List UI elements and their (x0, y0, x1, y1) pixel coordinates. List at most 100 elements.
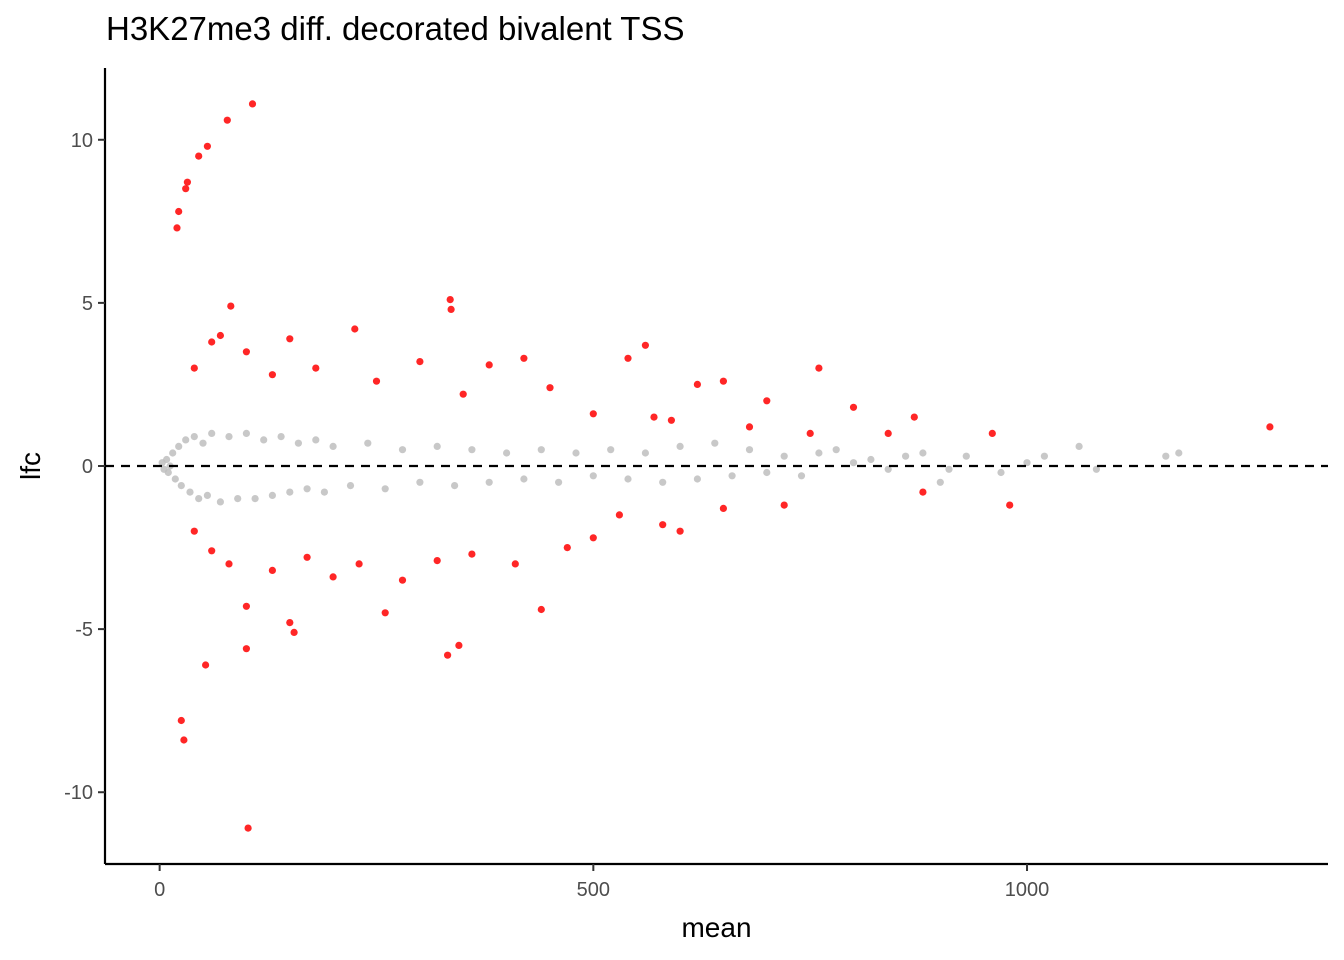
nonsignificant-point-17 (225, 433, 233, 441)
nonsignificant-point-25 (294, 439, 302, 447)
significant-point-70 (615, 511, 624, 519)
y-tick-label: 5 (82, 293, 93, 315)
nonsignificant-point-62 (902, 452, 910, 460)
significant-point-31 (312, 364, 320, 372)
nonsignificant-point-33 (398, 446, 407, 454)
nonsignificant-point-58 (832, 446, 840, 454)
nonsignificant-point-41 (537, 446, 545, 454)
significant-point-33 (459, 390, 467, 398)
y-tick-label: 10 (71, 130, 93, 152)
significant-point-37 (650, 413, 658, 421)
significant-point-65 (355, 560, 363, 568)
significant-point-24 (849, 403, 858, 411)
significant-point-11 (641, 341, 650, 349)
significant-point-42 (180, 736, 188, 744)
significant-point-16 (286, 335, 294, 343)
nonsignificant-point-23 (277, 433, 285, 441)
significant-point-15 (988, 429, 996, 437)
nonsignificant-point-7 (175, 442, 183, 450)
significant-point-21 (693, 380, 702, 388)
significant-point-41 (177, 716, 185, 725)
nonsignificant-point-42 (555, 478, 563, 486)
nonsignificant-point-22 (268, 491, 276, 499)
significant-point-9 (446, 296, 454, 304)
significant-point-50 (537, 605, 545, 614)
significant-point-68 (468, 550, 476, 558)
nonsignificant-point-14 (203, 491, 211, 499)
significant-point-12 (815, 364, 823, 372)
nonsignificant-point-6 (171, 475, 179, 483)
x-axis-ticks: 0 500 1000 (154, 864, 1049, 901)
nonsignificant-point-39 (503, 449, 511, 457)
nonsignificant-point-11 (190, 433, 198, 441)
significant-point-44 (242, 645, 250, 653)
nonsignificant-point-40 (520, 475, 528, 483)
significant-point-0 (173, 224, 181, 232)
significant-point-72 (719, 504, 728, 512)
nonsignificant-point-8 (177, 482, 185, 490)
nonsignificant-point-72 (1162, 452, 1170, 460)
nonsignificant-point-35 (433, 442, 441, 450)
significant-point-18 (416, 358, 424, 366)
significant-point-6 (223, 116, 231, 124)
nonsignificant-point-51 (711, 439, 719, 447)
nonsignificant-point-5 (169, 449, 177, 457)
nonsignificant-point-30 (346, 482, 355, 490)
significant-point-17 (351, 325, 359, 333)
x-tick-label: 0 (154, 879, 165, 901)
significant-point-59 (208, 547, 216, 555)
nonsignificant-point-73 (1175, 449, 1183, 457)
nonsignificant-point-37 (468, 446, 476, 454)
nonsignificant-point-43 (572, 449, 580, 457)
x-axis-title: mean (681, 912, 751, 943)
significant-point-52 (511, 560, 519, 568)
significant-point-51 (381, 609, 389, 617)
nonsignificant-point-67 (997, 468, 1005, 477)
nonsignificant-point-31 (364, 439, 372, 447)
significant-point-40 (806, 429, 814, 437)
significant-point-29 (242, 348, 250, 356)
significant-point-3 (183, 178, 191, 186)
nonsignificant-point-15 (208, 429, 216, 437)
significant-point-58 (190, 527, 198, 535)
nonsignificant-point-66 (962, 452, 970, 460)
nonsignificant-point-47 (641, 449, 650, 457)
nonsignificant-point-18 (234, 495, 242, 503)
nonsignificant-point-24 (286, 488, 294, 496)
x-tick-label: 500 (577, 879, 610, 901)
nonsignificant-point-34 (416, 478, 424, 486)
nonsignificant-point-52 (728, 472, 736, 480)
significant-point-35 (546, 384, 554, 392)
significant-point-14 (910, 413, 918, 421)
significant-point-7 (248, 100, 257, 108)
nonsignificant-point-54 (763, 468, 771, 477)
nonsignificant-point-59 (849, 459, 858, 467)
significant-point-39 (745, 423, 754, 431)
nonsignificant-point-68 (1023, 459, 1031, 467)
significant-point-8 (227, 302, 235, 310)
nonsignificant-point-19 (242, 429, 250, 437)
nonsignificant-point-60 (867, 455, 875, 464)
nonsignificant-point-63 (919, 449, 927, 457)
nonsignificant-point-9 (182, 436, 190, 444)
significant-point-28 (216, 331, 224, 340)
significant-point-26 (190, 364, 198, 372)
nonsignificant-point-65 (945, 465, 953, 473)
significant-point-20 (624, 354, 632, 362)
nonsignificant-point-48 (659, 478, 667, 486)
y-tick-label: 0 (82, 456, 93, 478)
significant-point-5 (203, 142, 211, 150)
significant-point-2 (182, 185, 190, 193)
nonsignificant-point-27 (312, 436, 320, 444)
nonsignificant-point-32 (381, 485, 389, 493)
nonsignificant-point-57 (815, 449, 823, 457)
significant-point-13 (1266, 423, 1274, 431)
nonsignificant-point-46 (624, 475, 632, 483)
significant-point-57 (1006, 501, 1014, 509)
significant-point-60 (225, 560, 233, 568)
y-tick-label: -10 (64, 782, 93, 804)
significant-point-22 (719, 377, 728, 385)
significant-point-4 (195, 152, 203, 160)
significant-point-10 (447, 305, 455, 313)
